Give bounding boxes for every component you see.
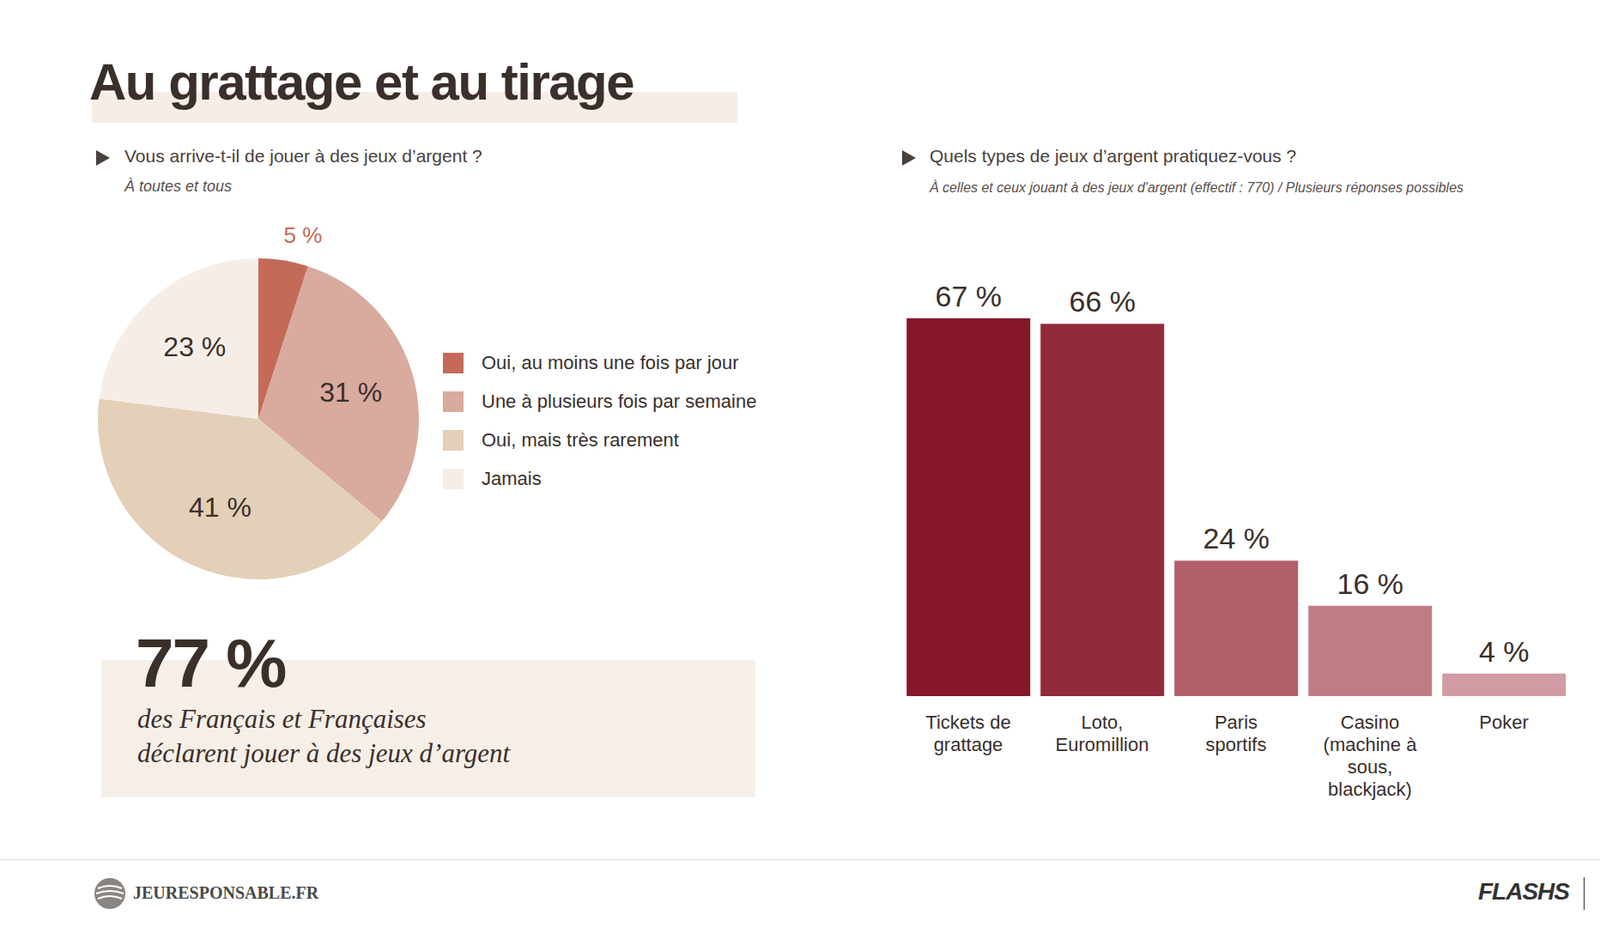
html-text:77 %: 77 % xyxy=(135,624,286,702)
svg-text:Casino(machine àsous,blackjack: Casino(machine àsous,blackjack) xyxy=(1323,711,1419,800)
svg-text:4 %: 4 % xyxy=(1478,635,1530,668)
svg-text:24 %: 24 % xyxy=(1202,521,1270,555)
svg-text:Tickets degrattage: Tickets degrattage xyxy=(925,711,1011,756)
svg-text:41 %: 41 % xyxy=(188,491,252,523)
html-text:JEURESPONSABLE.FR: JEURESPONSABLE.FR xyxy=(133,883,319,903)
svg-text:Parissportifs: Parissportifs xyxy=(1206,711,1267,756)
html-text:À toutes et tous: À toutes et tous xyxy=(124,177,232,195)
html-text:Oui, mais très rarement: Oui, mais très rarement xyxy=(481,428,679,451)
html-text:Oui, au moins une fois par jou: Oui, au moins une fois par jour xyxy=(481,351,739,373)
svg-text:66 %: 66 % xyxy=(1068,284,1136,318)
html-text:Une à plusieurs fois par semai: Une à plusieurs fois par semaine xyxy=(481,390,757,412)
svg-text:23 %: 23 % xyxy=(163,331,226,363)
html-text:Quels types de jeux d’argent p: Quels types de jeux d’argent pratiquez-v… xyxy=(929,145,1297,166)
svg-text:67 %: 67 % xyxy=(934,279,1002,313)
html-text:Vous arrive-t-il de jouer à de: Vous arrive-t-il de jouer à des jeux d’a… xyxy=(124,145,483,166)
svg-text:Loto,Euromillion: Loto,Euromillion xyxy=(1055,711,1150,756)
svg-text:31 %: 31 % xyxy=(319,376,382,408)
html-text:des Français et Françaises: des Français et Françaises xyxy=(137,703,427,734)
html-text:À celles et ceux jouant à des: À celles et ceux jouant à des jeux d'arg… xyxy=(929,180,1464,195)
html-text:Au grattage et au tirage: Au grattage et au tirage xyxy=(89,53,634,111)
html-text:déclarent jouer à des jeux d’a: déclarent jouer à des jeux d’argent xyxy=(137,738,511,769)
svg-text:Poker: Poker xyxy=(1478,711,1528,734)
svg-text:16 %: 16 % xyxy=(1336,567,1404,600)
html-text:FLASHS: FLASHS xyxy=(1478,878,1570,905)
svg-text:5 %: 5 % xyxy=(284,222,323,249)
html-text:Jamais: Jamais xyxy=(481,467,542,489)
